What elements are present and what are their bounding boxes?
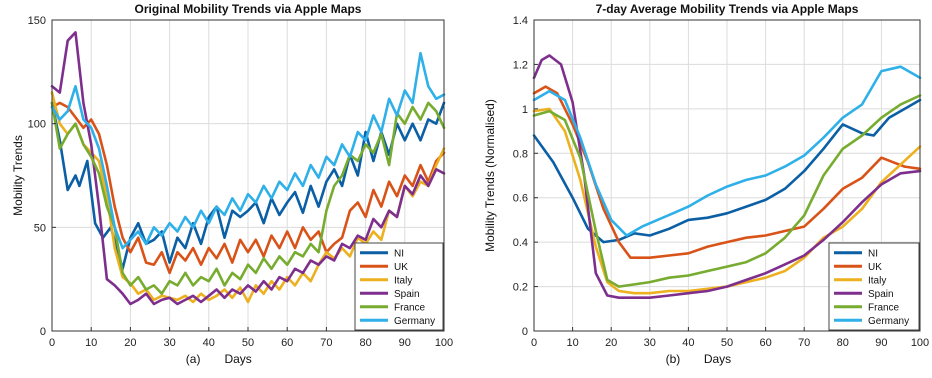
- series-lines: [50, 31, 446, 306]
- y-tick-label: 0.6: [513, 193, 528, 205]
- x-tick-label: 0: [531, 337, 537, 349]
- series-line-germany: [532, 65, 922, 237]
- series-line-france: [532, 94, 922, 288]
- chart-panel-b: 0 10 20 30 40 50 60 70 80 90 100 0 0.2 0.4 0.6 0.8 1 1.2 1…: [466, 0, 932, 378]
- legend: NI UK Italy Spain France Germany: [354, 242, 444, 331]
- legend-entry-spain: Spain: [868, 289, 894, 300]
- panel-label: (a): [186, 352, 201, 366]
- x-tick-label: 30: [163, 337, 175, 349]
- y-axis-label: Mobility Trends: [11, 135, 25, 216]
- series-line-italy: [50, 91, 446, 304]
- series-line-france: [50, 101, 446, 295]
- chart-panel-a: 0 10 20 30 40 50 60 70 80 90 100 0 50 100 150 Original …: [11, 2, 454, 366]
- x-tick-label: 20: [605, 337, 617, 349]
- legend-entry-italy: Italy: [394, 275, 412, 286]
- x-tick-label: 50: [242, 337, 254, 349]
- chart-title: 7-day Average Mobility Trends via Apple …: [596, 2, 859, 16]
- x-tick-label: 90: [875, 337, 887, 349]
- legend-entry-germany: Germany: [394, 316, 435, 327]
- legend-entry-germany: Germany: [868, 316, 909, 327]
- legend-box: [354, 242, 444, 331]
- y-tick-label: 1.2: [513, 59, 528, 71]
- x-axis-label: Days: [224, 352, 251, 366]
- series-lines: [532, 54, 922, 299]
- y-tick-label: 0.4: [513, 237, 528, 249]
- x-tick-label: 100: [435, 337, 453, 349]
- series-line-spain: [50, 31, 446, 306]
- legend-entry-spain: Spain: [394, 289, 420, 300]
- mobility-trends-chart-original: 0 10 20 30 40 50 60 70 80 90 100 0 50 100 150 Original …: [11, 2, 454, 366]
- x-tick-label: 10: [566, 337, 578, 349]
- x-tick-label: 100: [911, 337, 929, 349]
- y-tick-label: 1.4: [513, 15, 528, 27]
- x-tick-label: 40: [203, 337, 215, 349]
- x-axis-label: Days: [704, 352, 731, 366]
- y-tick-label: 1: [522, 104, 528, 116]
- x-tick-label: 60: [281, 337, 293, 349]
- tick-labels: 0 10 20 30 40 50 60 70 80 90 100 0 50 100 150: [28, 15, 454, 349]
- x-tick-label: 50: [721, 337, 733, 349]
- legend: NI UK Italy Spain France Germany: [828, 242, 920, 331]
- series-line-germany: [50, 51, 446, 250]
- legend-entry-ni: NI: [394, 248, 404, 259]
- x-tick-label: 90: [399, 337, 411, 349]
- x-tick-label: 70: [798, 337, 810, 349]
- x-tick-label: 70: [320, 337, 332, 349]
- x-tick-label: 60: [759, 337, 771, 349]
- legend-entry-france: France: [868, 302, 900, 313]
- x-tick-label: 0: [49, 337, 55, 349]
- y-tick-label: 150: [28, 15, 46, 27]
- series-line-uk: [50, 101, 446, 275]
- legend-entry-uk: UK: [868, 262, 882, 273]
- y-tick-label: 0.2: [513, 282, 528, 294]
- y-tick-label: 0: [40, 326, 46, 338]
- y-tick-label: 0: [522, 326, 528, 338]
- panel-label: (b): [666, 352, 681, 366]
- x-tick-label: 10: [85, 337, 97, 349]
- x-tick-label: 80: [837, 337, 849, 349]
- legend-entry-ni: NI: [868, 248, 878, 259]
- x-tick-label: 20: [124, 337, 136, 349]
- y-tick-label: 0.8: [513, 148, 528, 160]
- y-axis-label: Mobility Trends (Normalised): [483, 99, 497, 252]
- x-tick-label: 80: [359, 337, 371, 349]
- tick-labels: 0 10 20 30 40 50 60 70 80 90 100 0 0.2 0.4 0.6 0.8 1 1.2 1…: [513, 15, 929, 349]
- chart-title: Original Mobility Trends via Apple Maps: [135, 2, 362, 16]
- x-tick-label: 40: [682, 337, 694, 349]
- y-tick-label: 100: [28, 119, 46, 131]
- legend-entry-italy: Italy: [868, 275, 886, 286]
- y-tick-label: 50: [34, 222, 46, 234]
- mobility-trends-chart-7day: 0 10 20 30 40 50 60 70 80 90 100 0 0.2 0.4 0.6 0.8 1 1.2 1…: [483, 2, 929, 366]
- legend-entry-uk: UK: [394, 262, 408, 273]
- legend-entry-france: France: [394, 302, 426, 313]
- legend-box: [828, 242, 920, 331]
- series-line-spain: [532, 54, 922, 299]
- x-tick-label: 30: [644, 337, 656, 349]
